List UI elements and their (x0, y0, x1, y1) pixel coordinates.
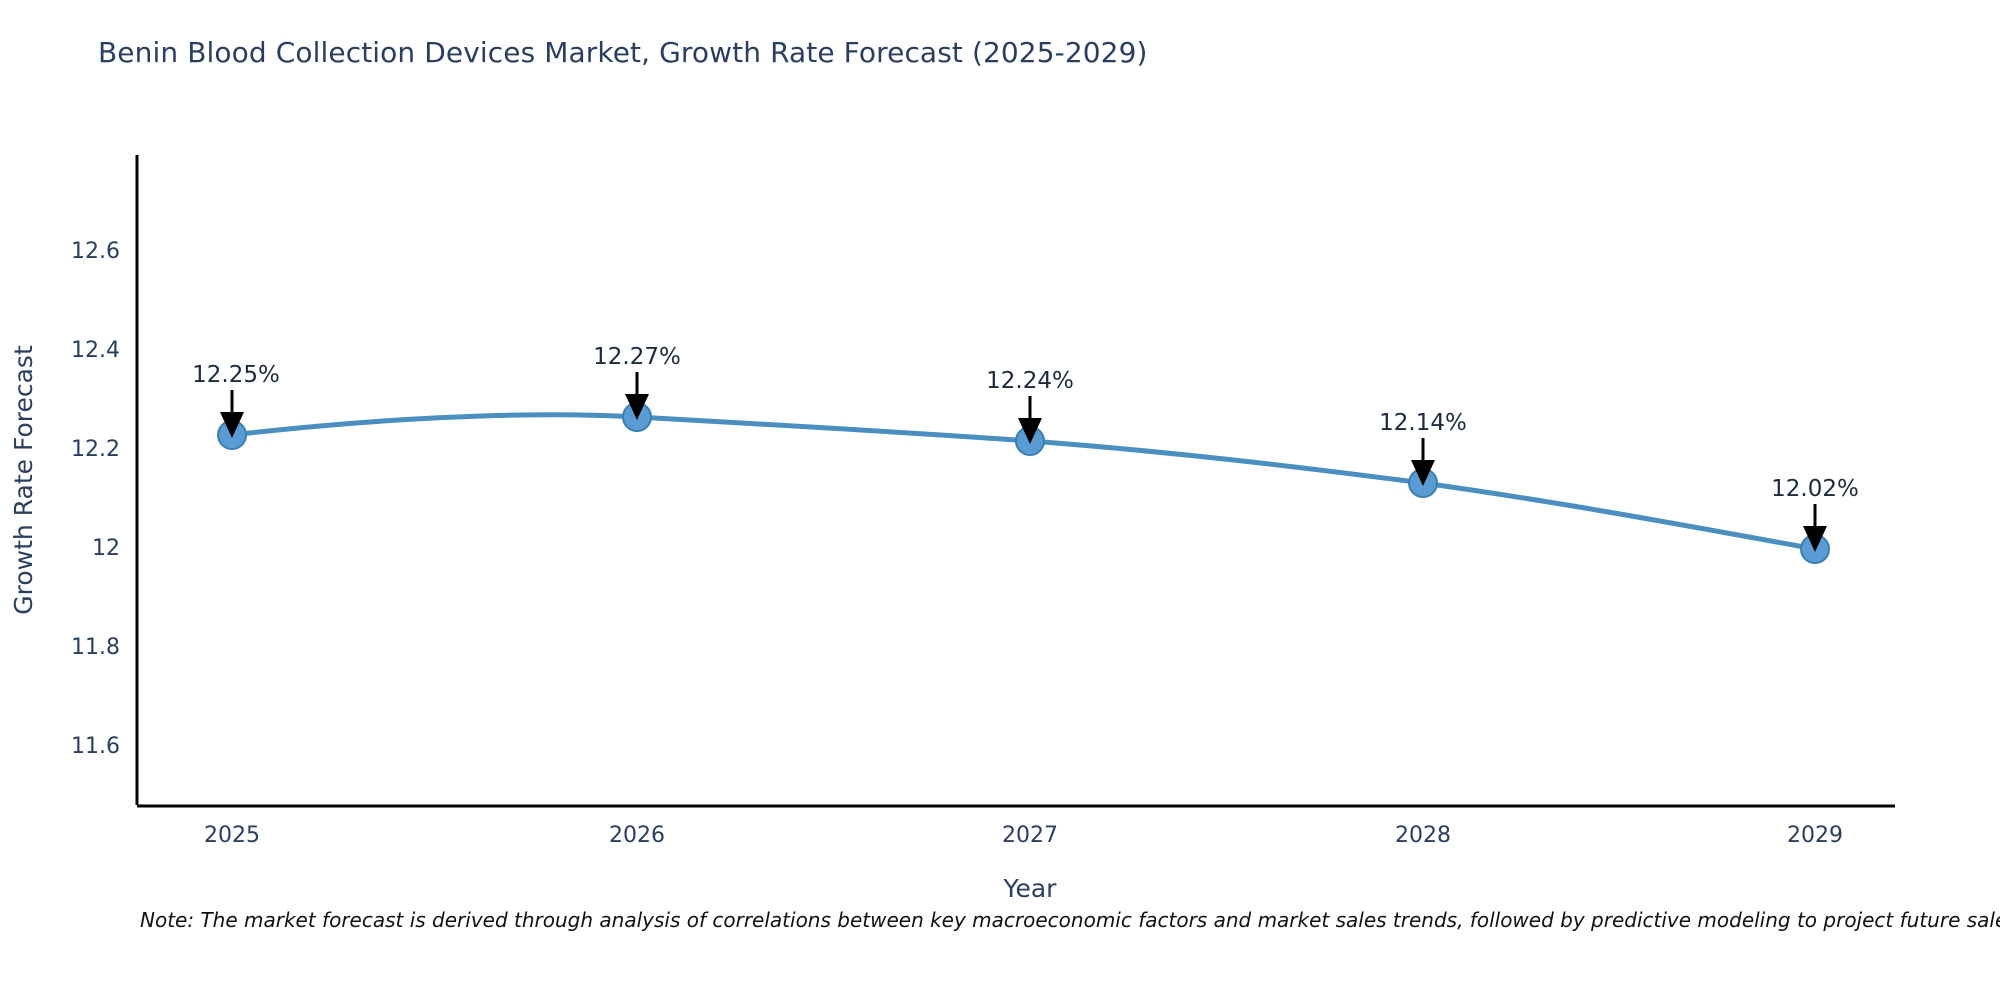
annotation-arrow-2026 (625, 372, 649, 420)
x-tick-label-2025: 2025 (204, 823, 260, 848)
x-axis-title: Year (1003, 874, 1058, 903)
annotation-arrow-2028 (1411, 438, 1435, 486)
x-tick-label-2027: 2027 (1002, 823, 1058, 848)
y-tick-label-12: 12 (92, 536, 120, 561)
annotation-arrow-2025 (220, 390, 244, 438)
chart-footnote: Note: The market forecast is derived thr… (140, 908, 2000, 932)
x-tick-label-2026: 2026 (609, 823, 665, 848)
chart-title: Benin Blood Collection Devices Market, G… (98, 36, 1148, 69)
data-label-2028: 12.14% (1379, 410, 1467, 436)
y-tick-label-12-2: 12.2 (71, 437, 120, 462)
data-label-2026: 12.27% (593, 344, 681, 370)
y-tick-label-12-4: 12.4 (71, 338, 120, 363)
x-tick-label-2029: 2029 (1787, 823, 1843, 848)
annotation-arrow-2029 (1803, 504, 1827, 552)
annotation-arrow-2027 (1018, 396, 1042, 444)
y-tick-label-11-8: 11.8 (71, 635, 120, 660)
data-label-2025: 12.25% (192, 362, 280, 388)
y-axis-title: Growth Rate Forecast (9, 345, 38, 615)
data-label-2027: 12.24% (986, 368, 1074, 394)
x-tick-label-2028: 2028 (1395, 823, 1451, 848)
y-tick-label-12-6: 12.6 (71, 239, 120, 264)
y-tick-label-11-6: 11.6 (71, 734, 120, 759)
data-label-2029: 12.02% (1771, 476, 1859, 502)
